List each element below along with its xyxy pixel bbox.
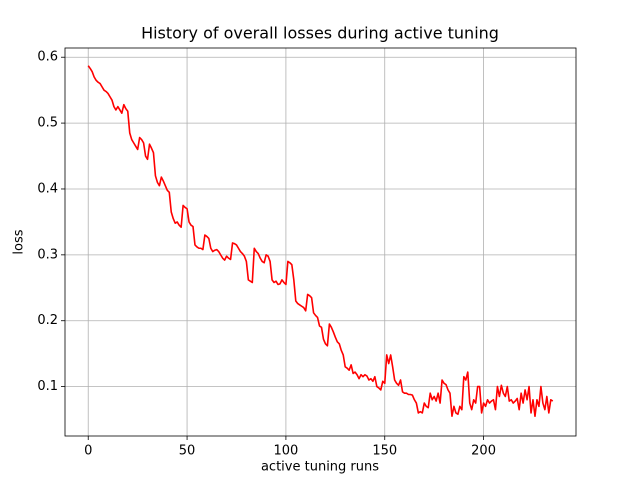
- y-tick-label: 0.2: [37, 313, 58, 328]
- x-tick-label: 50: [179, 444, 196, 459]
- plot-frame: [64, 47, 577, 437]
- x-tick-label: 150: [372, 444, 397, 459]
- y-tick-label: 0.3: [37, 247, 58, 262]
- x-tick-label: 0: [84, 444, 92, 459]
- x-axis-label: active tuning runs: [261, 460, 379, 475]
- y-axis-label: loss: [12, 229, 27, 254]
- y-tick-label: 0.6: [37, 50, 58, 65]
- chart-title: History of overall losses during active …: [141, 24, 499, 43]
- y-tick-label: 0.1: [37, 379, 58, 394]
- loss-line: [87, 65, 554, 418]
- y-tick-label: 0.4: [37, 181, 58, 196]
- x-tick-label: 100: [273, 444, 298, 459]
- x-tick-label: 200: [471, 444, 496, 459]
- y-tick-label: 0.5: [37, 116, 58, 131]
